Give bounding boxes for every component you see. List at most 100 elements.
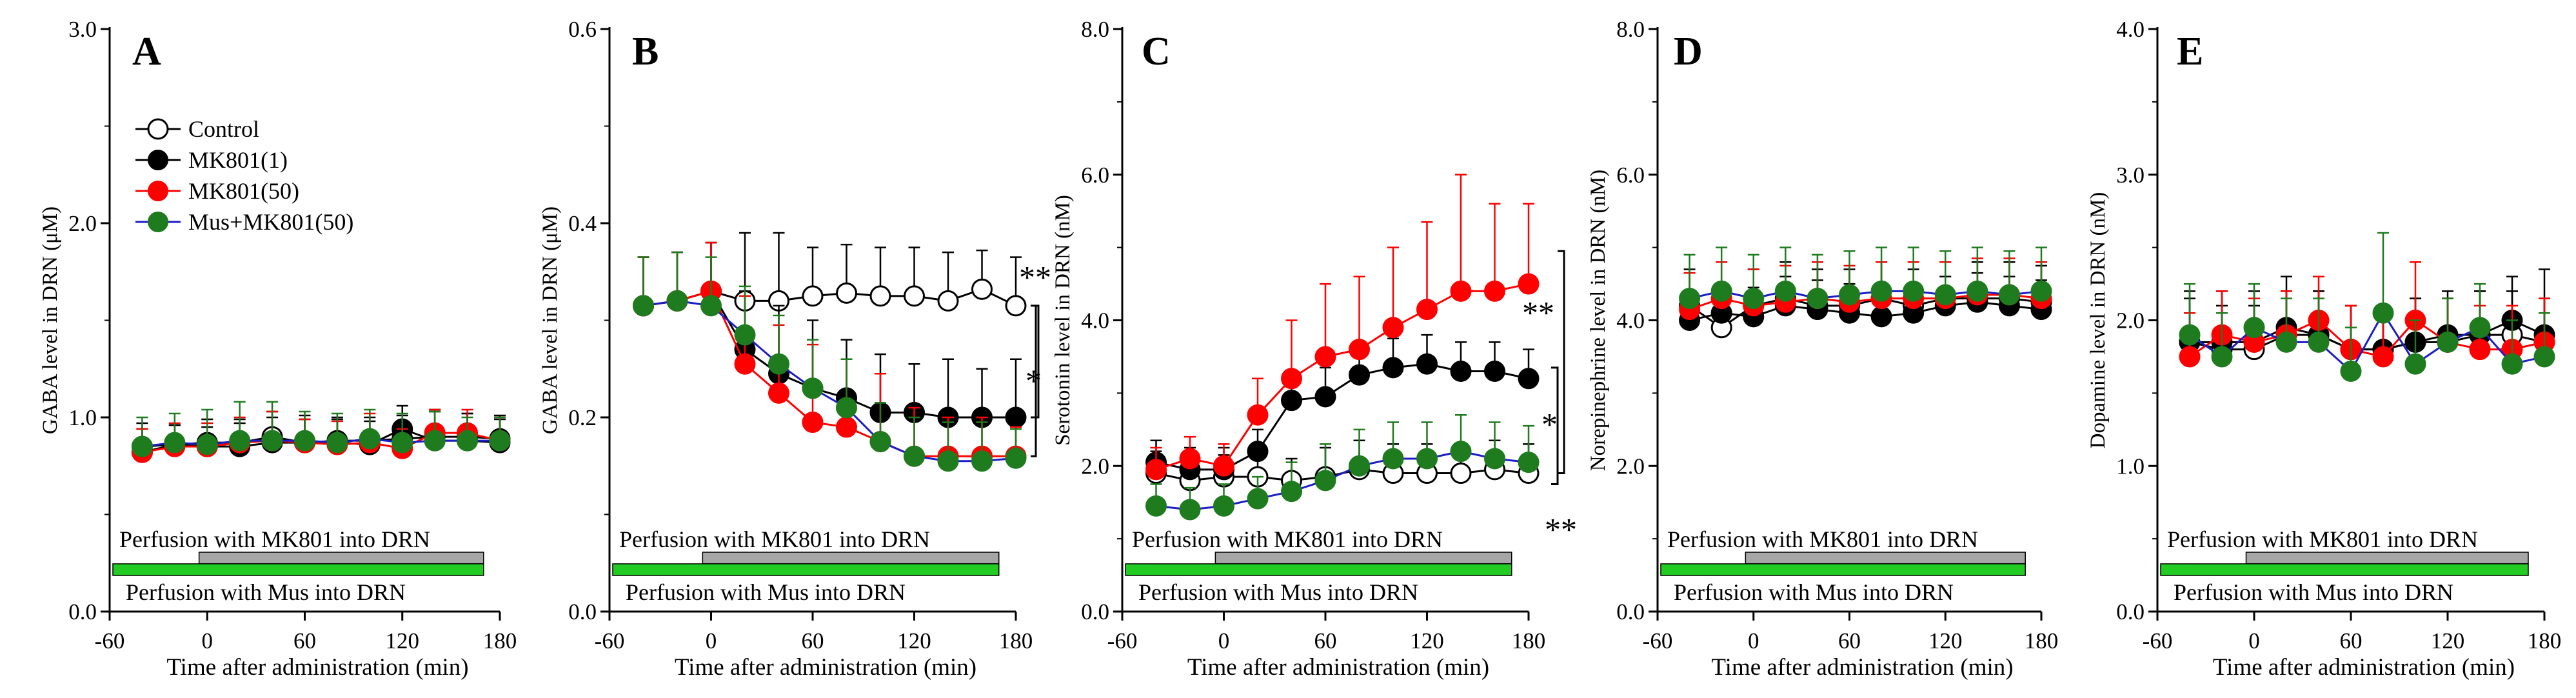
data-point [1484, 448, 1505, 470]
series-line [1156, 450, 1529, 511]
series-mus-mk801-50 [633, 251, 1027, 472]
legend-mk801-1-label: MK801(1) [188, 147, 288, 173]
data-point [1247, 488, 1269, 510]
data-point [1416, 299, 1438, 321]
perfusion-mk801-bar [702, 552, 1000, 564]
perfusion-mk801-label: Perfusion with MK801 into DRN [1132, 526, 1443, 552]
x-axis-title: Time after administration (min) [1187, 654, 1489, 681]
data-point [2469, 317, 2491, 339]
y-tick-label: 8.0 [1081, 17, 1109, 42]
data-point [971, 278, 993, 300]
x-tick-label: 0 [202, 628, 213, 653]
significance-mark: * [1541, 406, 1558, 443]
data-point [1281, 481, 1302, 503]
legend-control-marker [147, 118, 169, 140]
data-point [1416, 353, 1438, 375]
data-point [971, 450, 993, 472]
bracket-control-mk801-50 [1031, 305, 1037, 457]
series-mus-mk801-50 [2179, 232, 2555, 383]
y-tick-label: 0.0 [1081, 599, 1109, 624]
data-point [1679, 288, 1701, 310]
data-point [294, 430, 315, 452]
data-point [1839, 284, 1860, 306]
x-axis-title: Time after administration (min) [675, 654, 976, 681]
data-point [424, 430, 446, 452]
series-mus-mk801-50 [131, 401, 511, 457]
series-mk801-1 [633, 241, 1027, 428]
data-point [802, 412, 824, 434]
data-point [633, 295, 654, 317]
perfusion-mus-bar [1660, 563, 2026, 576]
legend: Control MK801(1) MK801(50) Mus+MK801(50) [135, 116, 353, 235]
x-tick-label: 120 [386, 628, 420, 653]
data-point [1743, 288, 1765, 310]
y-axis-title: Dopamine level in DRN (nM) [2086, 192, 2110, 449]
data-point [1281, 368, 1302, 390]
data-point [1005, 447, 1027, 469]
series-line [1156, 468, 1529, 482]
y-tick-label: 0.2 [568, 405, 597, 430]
data-point [1967, 280, 1988, 302]
panel-letter: C [1142, 30, 1171, 74]
series-line [643, 299, 1016, 463]
data-point [734, 353, 756, 375]
data-point [391, 432, 413, 454]
y-tick-label: 1.0 [2116, 454, 2145, 479]
x-tick-label: 0 [706, 628, 717, 653]
data-point [734, 324, 756, 346]
y-tick-label: 4.0 [1616, 308, 1645, 334]
y-axis-title: GABA level in DRN (μM) [539, 206, 562, 434]
panel-letter: D [1674, 30, 1703, 74]
x-tick-label: 120 [1928, 628, 1963, 653]
data-point [1005, 295, 1027, 317]
data-point [1484, 280, 1505, 302]
y-axis-title: Norepinephrine level in DRN (nM) [1587, 170, 1610, 471]
data-point [1518, 368, 1540, 390]
y-tick-label: 1.0 [68, 405, 97, 430]
perfusion-mk801-label: Perfusion with MK801 into DRN [619, 526, 930, 552]
y-tick-label: 0.0 [568, 599, 597, 624]
data-point [836, 416, 857, 438]
perfusion-mk801-bar [198, 552, 484, 564]
perfusion-mus-bar [112, 563, 484, 576]
y-tick-label: 3.0 [68, 17, 97, 42]
y-tick-label: 8.0 [1616, 17, 1645, 42]
data-point [359, 428, 381, 450]
data-point [2372, 346, 2394, 368]
data-point [1281, 390, 1302, 412]
legend-control-label: Control [188, 116, 259, 142]
data-point [1998, 284, 2020, 306]
perfusion-mus-label: Perfusion with Mus into DRN [2174, 579, 2453, 605]
data-point [1349, 364, 1370, 386]
series-mk801-50 [1145, 174, 1540, 481]
data-point [1903, 280, 1925, 302]
x-tick-label: -60 [595, 628, 625, 653]
data-point [2243, 317, 2265, 339]
data-point [768, 382, 789, 404]
data-point [937, 290, 959, 312]
series-line [643, 290, 1016, 457]
data-point [1382, 448, 1404, 470]
bracket-control-mk801-1 [1551, 366, 1559, 485]
significance-mark: ** [1545, 512, 1577, 548]
data-point [229, 430, 251, 452]
panel-c: 0.0 2.0 4.0 6.0 8.0 -60 0 60 120 180 Time after ad… [1051, 17, 1577, 681]
data-point [2179, 346, 2201, 368]
data-point [1005, 406, 1027, 428]
data-point [666, 290, 688, 312]
data-point [904, 285, 925, 307]
data-point [1179, 499, 1201, 521]
data-point [1710, 280, 1732, 302]
data-point [131, 435, 153, 457]
legend-mk801-50-label: MK801(50) [188, 178, 299, 204]
data-point [457, 430, 479, 452]
x-tick-label: 60 [293, 628, 316, 653]
series-mk801-50 [633, 241, 1027, 467]
data-point [1314, 470, 1336, 492]
x-tick-label: 180 [2025, 628, 2059, 653]
data-point [904, 445, 925, 467]
x-tick-label: 60 [802, 628, 824, 653]
data-point [1774, 280, 1796, 302]
y-tick-label: 6.0 [1616, 163, 1645, 188]
